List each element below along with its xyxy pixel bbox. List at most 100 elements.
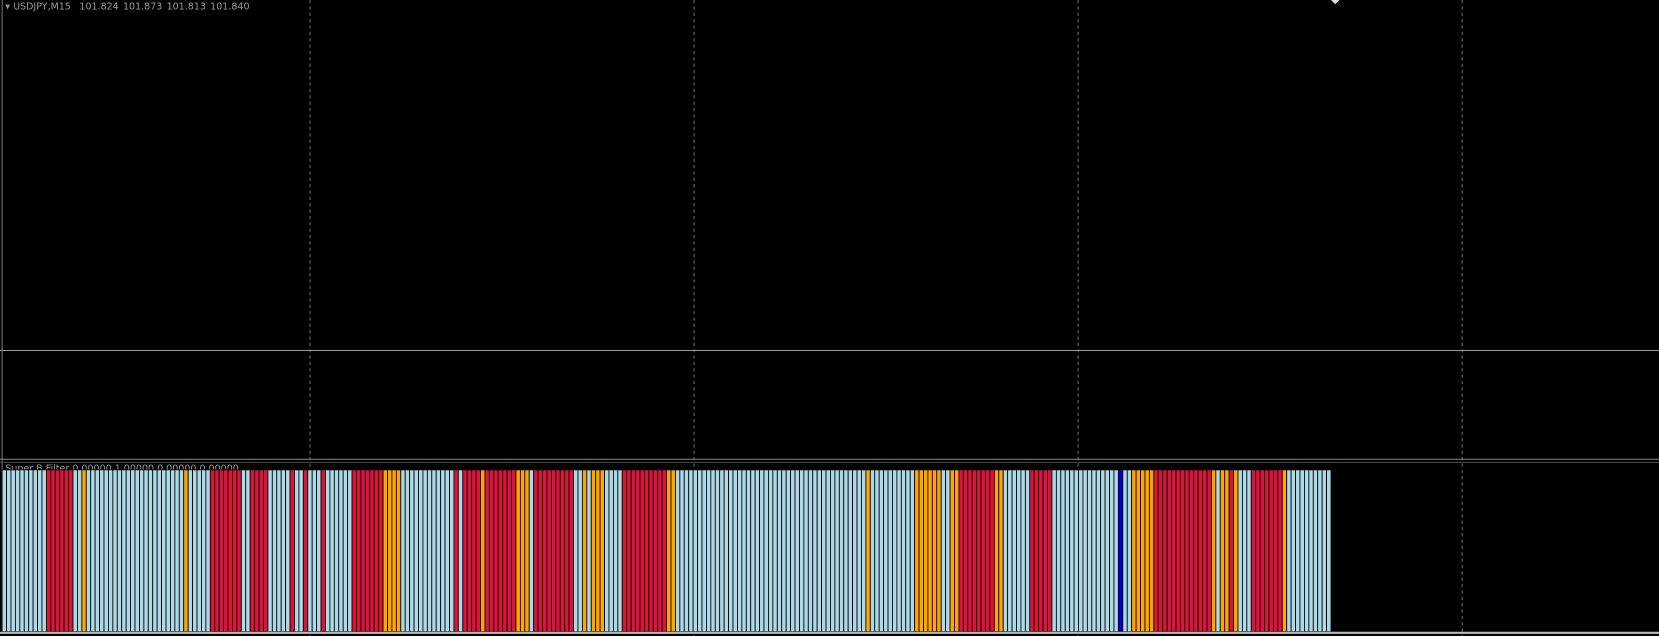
indicator-bar <box>14 469 21 633</box>
indicator-bar <box>466 469 473 633</box>
indicator-bar <box>657 469 663 633</box>
indicator-bar <box>1246 469 1252 633</box>
indicator-bar <box>1312 469 1319 633</box>
indicator-bar <box>471 469 477 633</box>
indicator-bar <box>550 469 557 633</box>
indicator-bar <box>258 469 264 633</box>
indicator-bar <box>790 469 796 633</box>
indicator-bar <box>661 469 667 633</box>
indicator-bar <box>949 469 955 633</box>
indicator-bar <box>480 469 486 633</box>
indicator-label: Super B Filter 0.00000 1.00000 0.00000 0… <box>5 463 239 474</box>
indicator-bar <box>395 469 402 633</box>
indicator-bar <box>639 469 645 633</box>
indicator-bar <box>1109 469 1115 633</box>
indicator-bar <box>440 469 446 633</box>
indicator-bar <box>781 469 787 633</box>
indicator-bar <box>568 469 574 633</box>
indicator-bar <box>967 469 973 633</box>
indicator-bar <box>1210 469 1217 633</box>
indicator-bar <box>1051 469 1057 633</box>
indicator-bar <box>945 469 951 633</box>
indicator-bar <box>240 469 247 633</box>
indicator-bar <box>400 469 406 633</box>
indicator-bar <box>19 469 25 633</box>
indicator-bar <box>81 469 87 633</box>
indicator-bar <box>785 469 792 633</box>
indicator-bar <box>511 469 517 633</box>
indicator-bar <box>1206 469 1212 633</box>
indicator-bar <box>453 469 459 633</box>
ohlc-value: 101.840 <box>210 1 249 12</box>
indicator-bar <box>763 469 769 633</box>
indicator-bar <box>1073 469 1079 633</box>
indicator-bar <box>772 469 778 633</box>
indicator-bar <box>807 469 814 633</box>
indicator-bar <box>187 469 194 633</box>
indicator-bar <box>37 469 43 633</box>
indicator-bar <box>1259 469 1265 633</box>
indicator-bar <box>329 469 335 633</box>
indicator-bar <box>382 469 388 633</box>
indicator-bar <box>555 469 561 633</box>
indicator-bar <box>320 469 326 633</box>
indicator-bar <box>776 469 783 633</box>
indicator-bar <box>54 469 61 633</box>
indicator-bar <box>316 469 322 633</box>
indicator-bar <box>1064 469 1071 633</box>
indicator-bar <box>165 469 171 633</box>
indicator-bar <box>812 469 818 633</box>
indicator-bar <box>147 469 154 633</box>
indicator-bar <box>45 469 52 633</box>
indicator-bar <box>737 469 743 633</box>
indicator-bar <box>227 469 233 633</box>
indicator-bar <box>10 469 16 633</box>
indicator-bar <box>710 469 716 633</box>
indicator-bar <box>1038 469 1044 633</box>
indicator-bar <box>564 469 570 633</box>
indicator-bar <box>993 469 1000 633</box>
indicator-bar <box>1281 469 1288 633</box>
indicator-bar <box>577 469 583 633</box>
indicator-bar <box>688 469 694 633</box>
indicator-bar <box>1250 469 1257 633</box>
indicator-bar <box>1264 469 1270 633</box>
indicator-bar <box>519 469 526 633</box>
indicator-bar <box>896 469 902 633</box>
menu-arrow: ▾ <box>5 1 13 12</box>
indicator-bar <box>364 469 371 633</box>
indicator-bar <box>834 469 840 633</box>
indicator-bar <box>1007 469 1013 633</box>
indicator-bar <box>360 469 366 633</box>
indicator-bar <box>1224 469 1230 633</box>
indicator-bar <box>1011 469 1017 633</box>
indicator-bar <box>1082 469 1088 633</box>
indicator-bar <box>121 469 127 633</box>
indicator-bar <box>914 469 920 633</box>
indicator-bar <box>604 469 610 633</box>
indicator-bar <box>351 469 357 633</box>
indicator-bar <box>799 469 805 633</box>
indicator-bar <box>1171 469 1177 633</box>
indicator-bar <box>1055 469 1062 633</box>
indicator-bar <box>254 469 260 633</box>
indicator-bar <box>573 469 579 633</box>
indicator-bar <box>156 469 163 633</box>
indicator-bar <box>830 469 836 633</box>
indicator-bar <box>85 469 92 633</box>
indicator-bar <box>865 469 871 633</box>
indicator-bar <box>869 469 876 633</box>
indicator-bar <box>1273 469 1279 633</box>
indicator-bar <box>989 469 995 633</box>
indicator-bar <box>537 469 543 633</box>
indicator-bar <box>280 469 287 633</box>
indicator-bar <box>506 469 512 633</box>
indicator-bar <box>931 469 938 633</box>
indicator-bar <box>232 469 238 633</box>
indicator-bar <box>1188 469 1195 633</box>
indicator-bar <box>892 469 898 633</box>
indicator-bar <box>1277 469 1283 633</box>
indicator-bar <box>900 469 907 633</box>
indicator-bar <box>502 469 508 633</box>
